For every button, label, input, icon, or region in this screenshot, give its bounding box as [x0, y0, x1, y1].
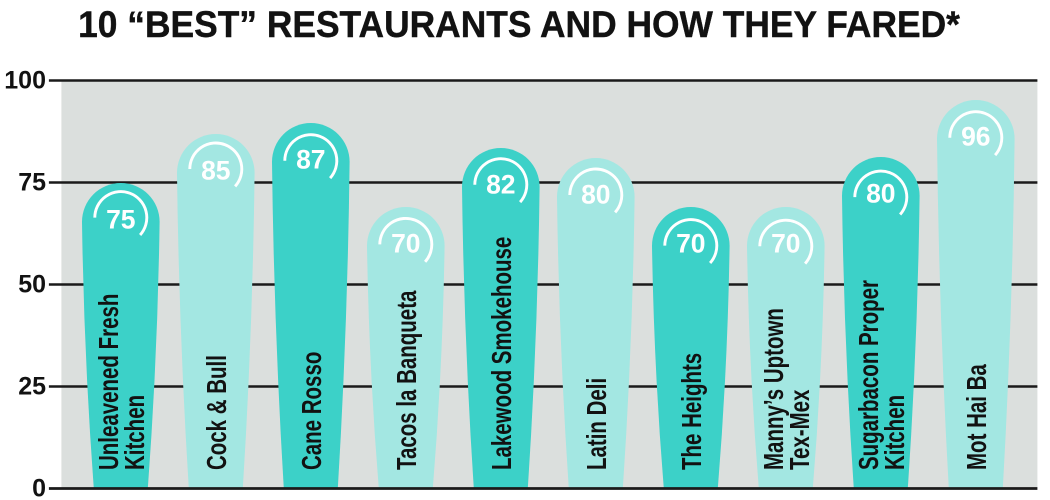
svg-text:Sugarbacon Proper: Sugarbacon Proper — [854, 280, 885, 470]
svg-text:Tacos la Banqueta: Tacos la Banqueta — [392, 290, 423, 470]
svg-text:0: 0 — [32, 475, 46, 500]
svg-text:The Heights: The Heights — [677, 353, 708, 470]
svg-text:Lakewood Smokehouse: Lakewood Smokehouse — [487, 237, 518, 470]
svg-text:Kitchen: Kitchen — [120, 395, 151, 470]
svg-text:100: 100 — [4, 67, 46, 95]
svg-text:Manny’s Uptown: Manny’s Uptown — [759, 308, 790, 470]
svg-text:10 “BEST” RESTAURANTS AND HOW: 10 “BEST” RESTAURANTS AND HOW THEY FARED… — [78, 3, 961, 45]
svg-text:85: 85 — [201, 156, 230, 186]
svg-text:Mot Hai Ba: Mot Hai Ba — [962, 364, 993, 470]
svg-text:70: 70 — [771, 229, 800, 259]
svg-text:Kitchen: Kitchen — [880, 395, 911, 470]
svg-text:Latin Deli: Latin Deli — [582, 378, 613, 470]
svg-text:Cane Rosso: Cane Rosso — [297, 352, 328, 470]
svg-text:80: 80 — [866, 179, 895, 209]
svg-text:70: 70 — [676, 229, 705, 259]
svg-text:80: 80 — [581, 180, 610, 210]
svg-text:Tex-Mex: Tex-Mex — [785, 389, 816, 470]
svg-text:25: 25 — [18, 373, 46, 401]
svg-text:82: 82 — [486, 170, 515, 200]
svg-text:50: 50 — [18, 271, 46, 299]
svg-text:75: 75 — [18, 169, 46, 197]
svg-text:96: 96 — [961, 122, 990, 152]
svg-text:Unleavened Fresh: Unleavened Fresh — [94, 294, 125, 470]
svg-text:Cock & Bull: Cock & Bull — [202, 355, 233, 470]
svg-text:75: 75 — [106, 205, 135, 235]
svg-text:70: 70 — [391, 229, 420, 259]
svg-text:87: 87 — [296, 145, 325, 175]
